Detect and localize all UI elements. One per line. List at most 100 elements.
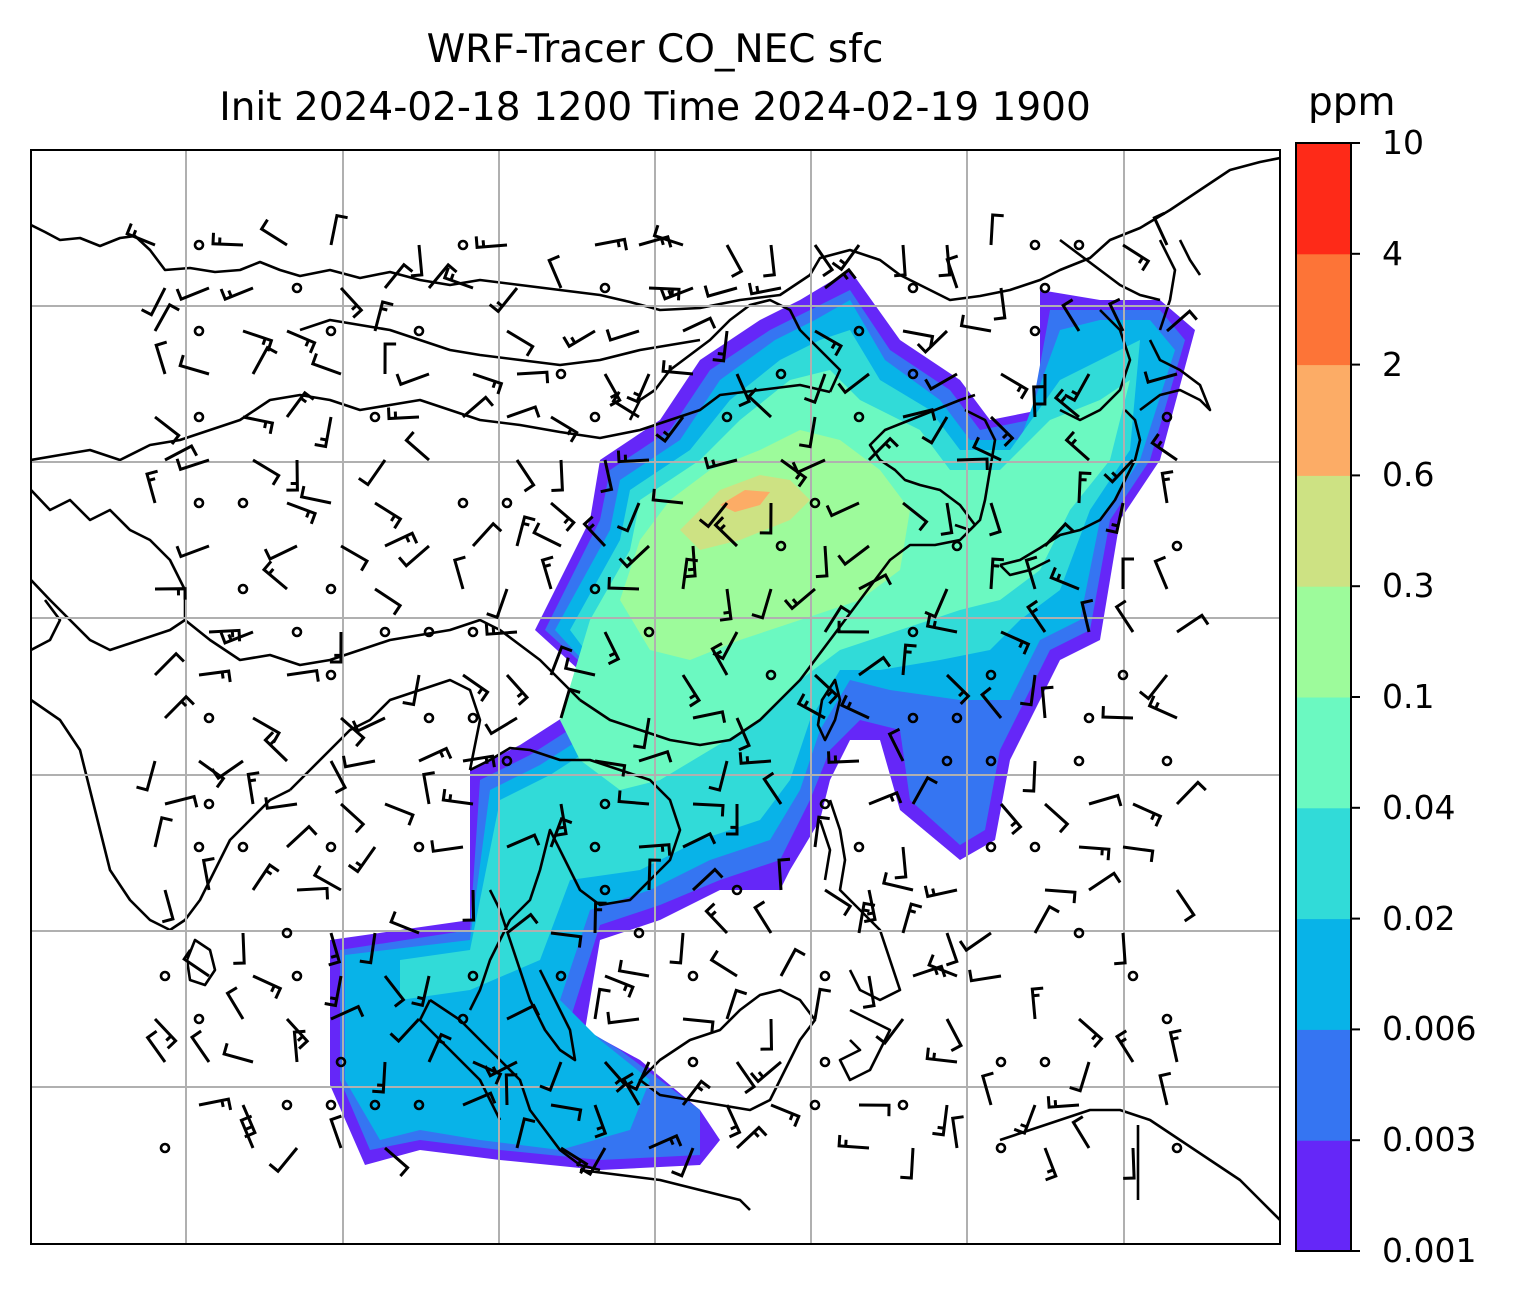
wind-barb	[779, 947, 806, 977]
wind-barb	[559, 687, 581, 719]
wind-barb	[945, 254, 959, 289]
wind-barb	[462, 395, 495, 419]
wind-calm-marker	[501, 497, 513, 509]
wind-calm-marker	[335, 1056, 347, 1068]
wind-barb	[164, 443, 199, 462]
wind-barb	[751, 588, 773, 620]
wind-barb	[902, 501, 929, 532]
wind-barb	[713, 516, 739, 548]
wind-barb	[462, 889, 476, 922]
border-china-south	[184, 618, 581, 701]
wind-barb	[989, 502, 1002, 537]
wind-calm-marker	[1029, 841, 1041, 853]
wind-barb	[383, 262, 414, 289]
wind-barb	[749, 1060, 782, 1084]
wind-barb	[286, 501, 318, 525]
wind-barb	[924, 372, 958, 391]
wind-calm-marker	[555, 970, 567, 982]
border-russia-china	[628, 298, 842, 421]
wind-barb	[340, 716, 366, 748]
wind-barb	[719, 588, 733, 622]
wind-barb	[681, 674, 702, 708]
wind-barb	[1040, 685, 1054, 719]
wind-barb	[839, 694, 870, 720]
wind-calm-marker	[1161, 411, 1173, 423]
wind-calm-marker	[819, 1056, 831, 1068]
colorbar	[1295, 142, 1360, 1252]
wind-barb	[1132, 802, 1163, 827]
wind-barb	[791, 458, 826, 475]
wind-barb	[532, 522, 562, 548]
wind-barb	[1114, 599, 1135, 633]
wind-calm-marker	[907, 368, 919, 380]
wind-calm-marker	[809, 497, 821, 509]
wind-barb	[389, 1017, 421, 1044]
wind-barb	[1122, 243, 1151, 272]
wind-barb	[140, 287, 167, 317]
wind-barb	[404, 431, 430, 462]
wind-barb	[945, 673, 971, 705]
wind-barb	[616, 450, 650, 464]
wind-barb	[671, 1147, 695, 1178]
wind-barb	[427, 1032, 452, 1063]
wind-barb	[1078, 1017, 1104, 1049]
wind-barb	[916, 329, 949, 355]
wind-barb	[625, 1061, 651, 1092]
wind-barb	[145, 469, 158, 504]
coastline-java	[579, 1168, 751, 1211]
wind-barb	[1121, 557, 1134, 589]
wind-barb	[1147, 695, 1178, 720]
wind-barb	[395, 372, 430, 387]
wind-barb	[827, 751, 860, 764]
wind-barb	[219, 630, 254, 645]
wind-barb	[264, 797, 298, 810]
wind-barb	[402, 674, 421, 707]
wind-barb	[959, 314, 992, 333]
colorbar-tick-label: 10	[1382, 123, 1424, 162]
wind-barb	[783, 587, 816, 611]
wind-calm-marker	[985, 755, 997, 767]
coastline-taiwan	[816, 678, 842, 742]
wind-barb	[550, 1103, 583, 1122]
wind-calm-marker	[589, 411, 601, 423]
wind-barb	[858, 572, 893, 591]
wind-barb	[296, 886, 329, 900]
wind-barb	[483, 1060, 518, 1078]
border-south-asia	[31, 489, 187, 652]
wind-calm-marker	[853, 411, 865, 423]
wind-barb	[1044, 888, 1077, 904]
wind-barb	[900, 1147, 915, 1180]
wind-calm-marker	[1073, 239, 1085, 251]
wind-barb	[175, 458, 210, 472]
wind-barb	[430, 840, 464, 853]
wind-barb	[862, 975, 876, 1009]
wind-calm-marker	[897, 1099, 909, 1111]
colorbar-segment	[1296, 697, 1351, 809]
wind-barb	[837, 372, 870, 395]
wind-barb	[486, 588, 509, 620]
wind-barb	[735, 1125, 768, 1150]
wind-barb	[867, 436, 899, 462]
colorbar-segment	[1296, 364, 1351, 476]
wind-calm-marker	[1161, 755, 1173, 767]
wind-barb	[979, 686, 1003, 719]
wind-barb	[858, 655, 892, 677]
wind-calm-marker	[457, 1013, 469, 1025]
wind-barb	[154, 587, 187, 600]
wind-barb	[198, 759, 226, 789]
wind-barb	[1000, 630, 1031, 655]
wind-barb	[777, 857, 791, 891]
wind-barb	[1123, 1147, 1136, 1180]
wind-barb	[506, 833, 541, 849]
wind-barb	[993, 287, 1007, 321]
wind-barb	[1105, 502, 1125, 535]
wind-calm-marker	[369, 1099, 381, 1111]
wind-barb	[1122, 845, 1155, 863]
wind-barb	[472, 1060, 503, 1085]
wind-barb	[1022, 760, 1037, 793]
wind-barb	[154, 415, 181, 446]
wind-calm-marker	[1117, 669, 1129, 681]
coastline-korea	[954, 408, 997, 532]
wind-calm-marker	[985, 669, 997, 681]
